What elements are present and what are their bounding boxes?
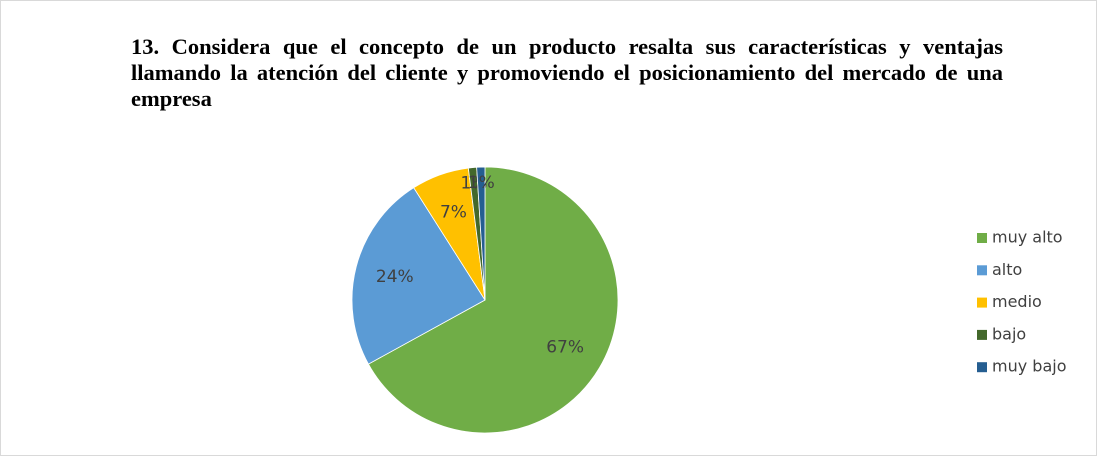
legend-label: alto (992, 260, 1022, 279)
data-label: 24% (376, 267, 414, 287)
legend-swatch (977, 362, 987, 373)
legend-label: medio (992, 292, 1042, 311)
data-label: 1% (468, 173, 495, 193)
pie-slice (367, 166, 619, 434)
legend-swatch (977, 329, 987, 340)
legend-swatch (977, 265, 987, 276)
legend-label: muy alto (992, 228, 1063, 247)
chart-title: 13. Considera que el concepto de un prod… (131, 34, 1003, 111)
data-label: 7% (440, 202, 467, 222)
pie-slice (476, 166, 486, 301)
legend-label: bajo (992, 324, 1026, 343)
legend-label: muy bajo (992, 357, 1066, 376)
legend-swatch (977, 297, 987, 308)
data-label: 67% (546, 337, 584, 357)
legend-swatch (977, 233, 987, 243)
pie-slice (351, 187, 486, 365)
